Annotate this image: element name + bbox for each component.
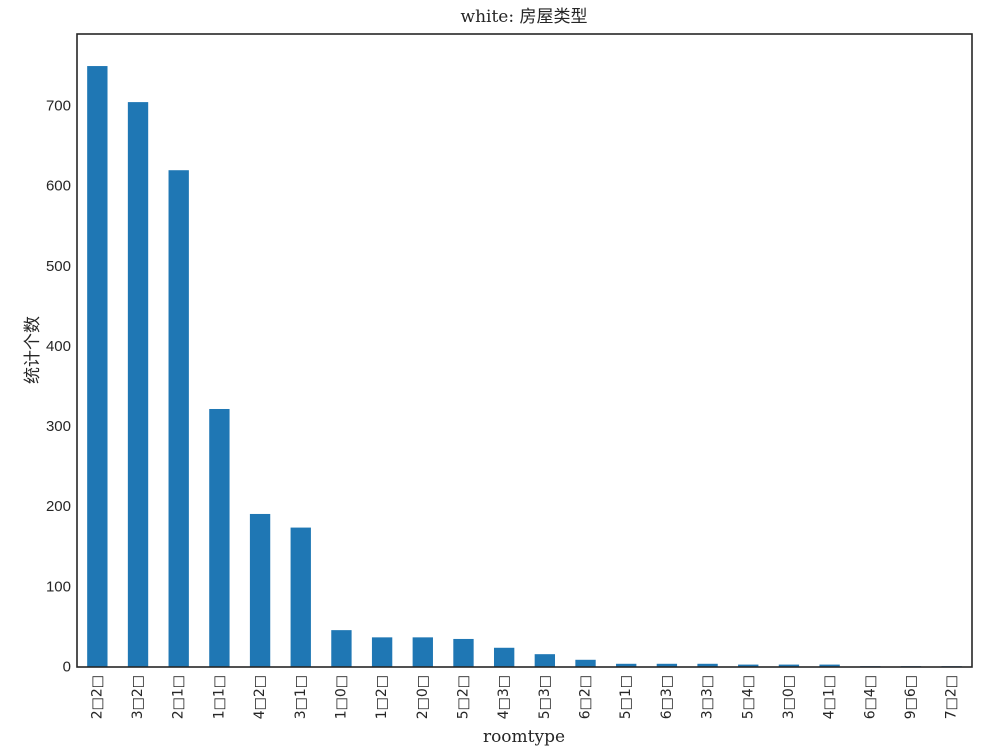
x-tick-label: 1□1□ — [211, 675, 227, 719]
x-tick-label: 4□2□ — [252, 675, 268, 719]
bars — [87, 66, 962, 667]
x-tick-label: 2□2□ — [89, 675, 105, 719]
x-tick-label: 2□0□ — [415, 675, 431, 719]
x-tick-label: 3□3□ — [700, 675, 716, 719]
bar-18 — [819, 664, 840, 667]
y-tick-label: 700 — [46, 98, 71, 115]
x-tick-label: 3□1□ — [293, 675, 309, 719]
y-tick-label: 300 — [46, 418, 71, 435]
x-axis-label: roomtype — [483, 727, 565, 747]
y-tick-label: 500 — [46, 258, 71, 275]
y-tick-label: 0 — [63, 659, 71, 676]
x-tick-label: 5□1□ — [618, 675, 634, 719]
plot-frame — [76, 33, 973, 668]
x-tick-label: 2□1□ — [171, 675, 187, 719]
bar-2 — [168, 170, 189, 667]
x-tick-label: 5□4□ — [740, 675, 756, 719]
y-tick-label: 600 — [46, 178, 71, 195]
bar-1 — [127, 102, 149, 667]
y-ticks: 0 100 200 300 400 500 600 700 — [46, 98, 71, 676]
bar-8 — [412, 637, 433, 667]
bar-9 — [453, 638, 474, 667]
y-tick-label: 100 — [46, 578, 71, 595]
bar-7 — [371, 637, 393, 667]
chart-title: white: 房屋类型 — [461, 7, 588, 27]
bar-0 — [87, 66, 108, 667]
x-ticks: 2□2□ 3□2□ 2□1□ 1□1□ 4□2□ 3□1□ 1□0□ 1□2□ 2□0□ 5□2□… — [89, 675, 959, 719]
x-tick-label: 5□3□ — [537, 675, 553, 719]
bar-6 — [331, 630, 352, 667]
bar-3 — [209, 408, 230, 667]
bar-10 — [493, 647, 515, 667]
x-tick-label: 6□2□ — [578, 675, 594, 719]
bar-5 — [290, 527, 311, 667]
bar-17 — [778, 664, 800, 667]
x-tick-label: 5□2□ — [455, 675, 471, 719]
bar-11 — [534, 654, 556, 667]
y-axis-label: 统计个数 — [23, 316, 43, 384]
bar-15 — [697, 663, 718, 667]
bar-13 — [616, 663, 637, 667]
bar-12 — [575, 659, 596, 667]
bar-4 — [249, 513, 271, 667]
x-tick-label: 6□4□ — [862, 675, 878, 719]
x-tick-label: 3□0□ — [781, 675, 797, 719]
bar-14 — [656, 663, 678, 667]
x-tick-label: 1□0□ — [333, 675, 349, 719]
bar-16 — [738, 664, 759, 667]
x-tick-label: 3□2□ — [130, 675, 146, 719]
x-tick-label: 9□6□ — [903, 675, 919, 719]
x-tick-label: 7□2□ — [944, 675, 960, 719]
x-tick-label: 1□2□ — [374, 675, 390, 719]
x-tick-label: 4□3□ — [496, 675, 512, 719]
x-tick-label: 6□3□ — [659, 675, 675, 719]
x-tick-label: 4□1□ — [822, 675, 838, 719]
y-tick-label: 400 — [46, 338, 71, 355]
y-tick-label: 200 — [46, 498, 71, 515]
